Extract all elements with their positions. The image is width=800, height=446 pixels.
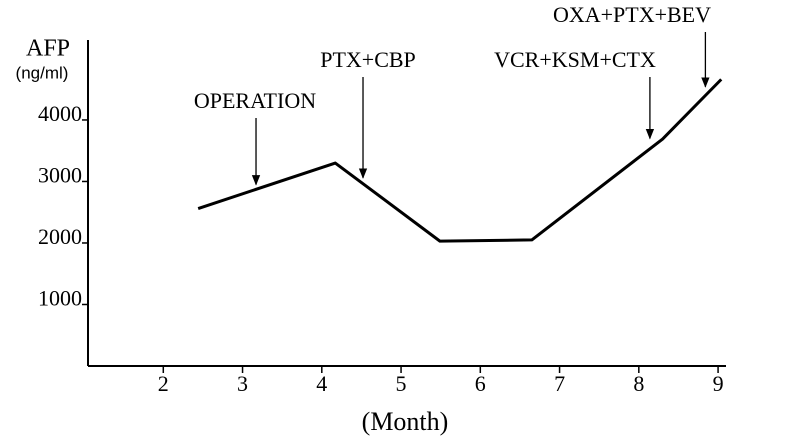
annotation-label: OPERATION xyxy=(194,88,316,113)
x-tick-label: 2 xyxy=(158,371,169,396)
y-tick-label: 2000 xyxy=(38,224,82,249)
x-tick-label: 5 xyxy=(396,371,407,396)
y-axis-label: AFP xyxy=(26,36,70,62)
x-tick-label: 8 xyxy=(633,371,644,396)
x-tick-label: 9 xyxy=(713,371,724,396)
x-tick-label: 3 xyxy=(237,371,248,396)
x-tick-label: 4 xyxy=(316,371,327,396)
y-axis-unit: (ng/ml) xyxy=(16,63,69,82)
annotation-label: OXA+PTX+BEV xyxy=(553,2,711,27)
annotation-label: VCR+KSM+CTX xyxy=(494,47,656,72)
y-tick-label: 3000 xyxy=(38,163,82,188)
data-line xyxy=(197,78,723,243)
y-tick-label: 1000 xyxy=(38,286,82,311)
y-tick-label: 4000 xyxy=(38,101,82,126)
annotation-label: PTX+CBP xyxy=(320,47,416,72)
x-tick-label: 6 xyxy=(475,371,486,396)
x-axis-label: (Month) xyxy=(362,407,449,436)
x-tick-label: 7 xyxy=(554,371,565,396)
